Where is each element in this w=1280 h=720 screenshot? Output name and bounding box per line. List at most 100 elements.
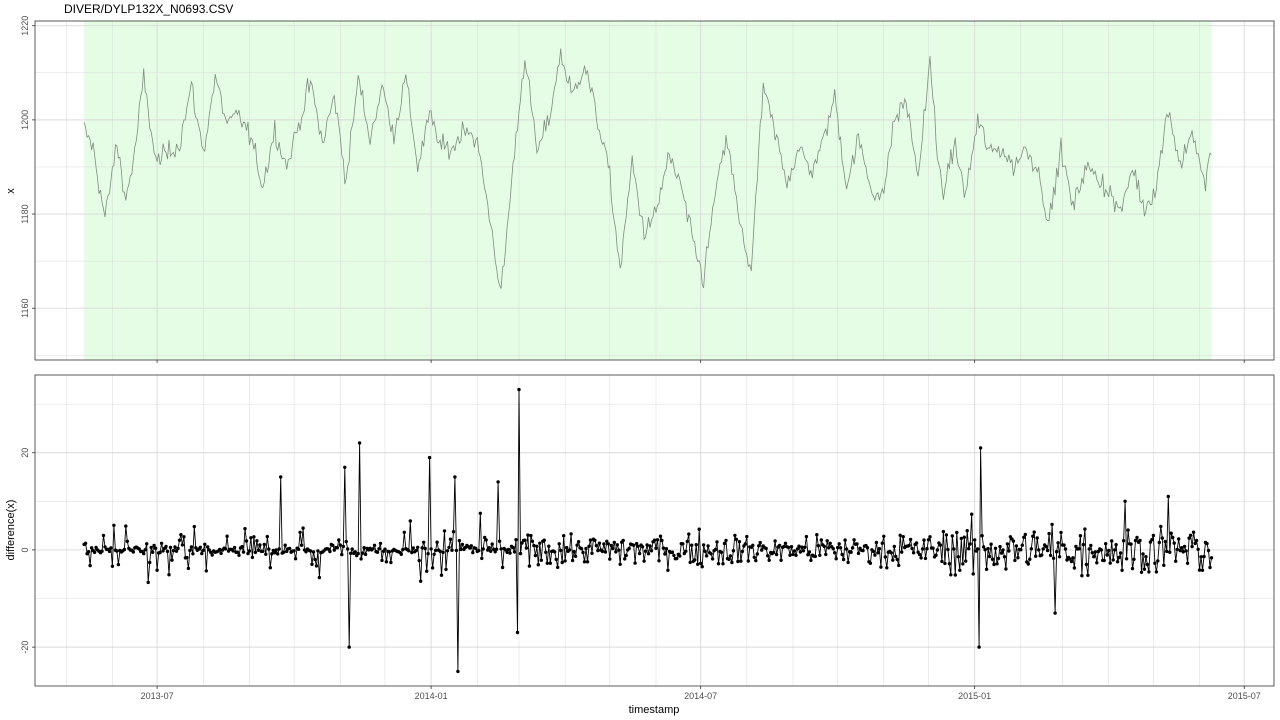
data-point bbox=[496, 480, 500, 484]
data-point bbox=[174, 549, 179, 553]
data-point bbox=[798, 550, 803, 554]
data-point bbox=[414, 548, 418, 553]
data-point bbox=[1118, 551, 1123, 555]
data-point bbox=[1196, 547, 1200, 551]
data-point bbox=[733, 533, 737, 538]
data-point bbox=[873, 553, 877, 557]
data-point bbox=[993, 546, 998, 550]
data-point bbox=[375, 550, 380, 554]
data-point bbox=[255, 539, 259, 543]
data-point bbox=[1014, 544, 1019, 548]
data-point bbox=[840, 552, 844, 557]
data-point bbox=[925, 547, 929, 551]
data-point bbox=[553, 550, 557, 554]
data-point bbox=[150, 550, 155, 554]
data-point bbox=[1089, 543, 1093, 548]
data-point bbox=[1157, 540, 1162, 545]
data-point bbox=[444, 567, 448, 572]
data-point bbox=[1041, 547, 1045, 551]
data-point bbox=[1156, 559, 1160, 563]
data-point bbox=[520, 541, 524, 545]
data-point bbox=[596, 548, 600, 553]
data-point bbox=[556, 565, 560, 570]
data-point bbox=[523, 538, 527, 542]
data-point bbox=[605, 539, 609, 543]
data-point bbox=[612, 540, 616, 545]
data-point bbox=[273, 551, 277, 555]
data-point bbox=[539, 558, 543, 562]
data-point bbox=[363, 552, 368, 557]
data-point bbox=[1065, 558, 1069, 562]
data-point bbox=[654, 546, 658, 550]
data-point bbox=[188, 548, 192, 553]
data-point bbox=[152, 543, 156, 548]
data-point bbox=[690, 543, 694, 547]
data-point bbox=[158, 550, 162, 555]
data-point bbox=[1168, 550, 1172, 554]
y-tick-label: 20 bbox=[20, 448, 30, 458]
data-point bbox=[757, 544, 761, 548]
data-point bbox=[514, 538, 518, 542]
data-point bbox=[225, 534, 229, 538]
data-point bbox=[125, 539, 129, 543]
data-point bbox=[1199, 555, 1203, 559]
data-point bbox=[131, 550, 135, 554]
data-point bbox=[1117, 555, 1121, 560]
data-point bbox=[310, 562, 314, 566]
data-point bbox=[585, 560, 590, 564]
data-point bbox=[460, 542, 465, 547]
data-point bbox=[1133, 538, 1138, 543]
data-point bbox=[590, 551, 594, 555]
data-point bbox=[560, 560, 564, 565]
data-point bbox=[634, 541, 639, 546]
data-point bbox=[1174, 559, 1178, 563]
data-point bbox=[185, 555, 189, 560]
data-point bbox=[1019, 548, 1023, 552]
data-point bbox=[253, 550, 258, 555]
data-point bbox=[511, 545, 515, 550]
data-point bbox=[332, 548, 336, 552]
data-point bbox=[992, 562, 996, 567]
data-point bbox=[88, 563, 92, 568]
data-point bbox=[1147, 570, 1151, 574]
data-point bbox=[161, 549, 165, 553]
data-point bbox=[529, 533, 533, 538]
data-point bbox=[922, 538, 926, 542]
data-point bbox=[344, 539, 348, 544]
data-point bbox=[877, 547, 882, 551]
data-point bbox=[165, 549, 170, 554]
data-point bbox=[489, 549, 493, 553]
data-point bbox=[410, 550, 414, 555]
data-point bbox=[292, 549, 296, 553]
data-point bbox=[900, 550, 904, 554]
data-point bbox=[360, 551, 365, 555]
data-point bbox=[1080, 574, 1084, 578]
data-point bbox=[469, 544, 473, 548]
data-point bbox=[627, 546, 631, 551]
data-point bbox=[1193, 541, 1197, 546]
data-point bbox=[958, 568, 962, 572]
data-point bbox=[584, 546, 588, 551]
data-point bbox=[618, 562, 622, 566]
data-point bbox=[1031, 534, 1035, 538]
data-point bbox=[419, 579, 423, 583]
data-point bbox=[1034, 554, 1038, 558]
data-point bbox=[544, 550, 548, 554]
data-point bbox=[1086, 573, 1090, 577]
data-point bbox=[423, 546, 427, 551]
data-point bbox=[779, 558, 783, 562]
data-point bbox=[1184, 549, 1188, 553]
data-point bbox=[642, 559, 646, 563]
data-point bbox=[243, 527, 247, 531]
data-point bbox=[581, 550, 585, 555]
data-point bbox=[1077, 547, 1081, 551]
data-point bbox=[506, 547, 511, 552]
data-point bbox=[926, 538, 931, 542]
data-point bbox=[716, 562, 721, 566]
data-point bbox=[1069, 559, 1074, 564]
data-point bbox=[457, 538, 462, 543]
data-point bbox=[710, 557, 715, 561]
data-point bbox=[517, 387, 521, 392]
data-point bbox=[451, 530, 456, 534]
data-point bbox=[734, 537, 739, 542]
